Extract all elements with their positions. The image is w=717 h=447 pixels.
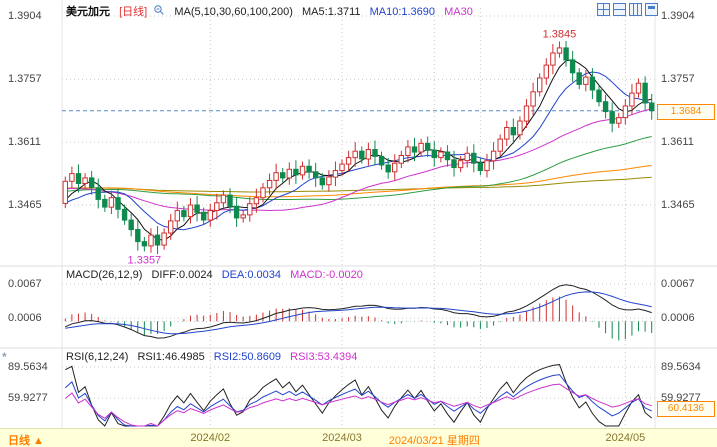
layout-toolbar: [597, 3, 658, 16]
rsi-axis-label: 59.9277: [8, 392, 48, 404]
period-selector[interactable]: 日线 ▲: [8, 435, 44, 447]
rsi1-value: RSI1:46.4985: [137, 351, 205, 363]
x-axis-tick: 2024/03: [322, 432, 362, 444]
x-axis-tick: 2024/02: [190, 432, 231, 444]
svg-text:1.3357: 1.3357: [128, 254, 162, 266]
price-axis-label: 1.3611: [8, 136, 41, 149]
price-axis-label: 1.3757: [8, 73, 42, 86]
macd-pane-header: MACD(26,12,9) DIFF:0.0024 DEA:0.0034 MAC…: [66, 269, 369, 282]
indicator-settings-icon[interactable]: *: [2, 350, 7, 364]
symbol-name: 美元加元: [66, 6, 110, 18]
price-axis-label: 1.3465: [661, 199, 695, 211]
chart-canvas[interactable]: 1.3845 1.3357: [0, 0, 717, 428]
rsi-axis-label: 89.5634: [661, 361, 701, 373]
macd-axis-label: 0.0067: [661, 278, 695, 290]
price-axis-label: 1.3904: [661, 10, 695, 22]
rsi-pane-header: RSI(6,12,24) RSI1:46.4985 RSI2:50.8609 R…: [66, 351, 363, 364]
x-axis-tick: 2024/05: [605, 432, 646, 444]
time-axis-bar: 日线 ▲ 2024/02 2024/03 2024/03/21 星期四 2024/05: [0, 428, 717, 447]
rsi-axis-label: 59.9277: [661, 392, 701, 404]
price-axis-label: 1.3904: [8, 10, 42, 22]
price-axis-label: 1.3757: [661, 73, 695, 86]
macd-params-label: MACD(26,12,9): [66, 269, 143, 281]
ma5-value: MA5:1.3711: [302, 6, 361, 18]
rsi3-value: RSI3:53.4394: [290, 351, 358, 363]
x-axis-tick: 2024/03/21 星期四: [388, 435, 480, 447]
svg-text:1.3845: 1.3845: [543, 28, 577, 40]
layout-columns-icon[interactable]: [629, 3, 642, 16]
rsi2-value: RSI2:50.8609: [213, 351, 282, 363]
macd-diff-value: DIFF:0.0024: [151, 269, 213, 281]
layout-grid4-icon[interactable]: [597, 3, 610, 16]
ma10-value: MA10:1.3690: [369, 6, 436, 18]
price-axis-label: 1.3465: [8, 199, 42, 211]
magnifier-icon[interactable]: [153, 4, 165, 20]
rsi-params-label: RSI(6,12,24): [66, 351, 129, 363]
ma-params-label: MA(5,10,30,60,100,200): [174, 6, 293, 18]
macd-axis-label: 0.0067: [8, 278, 42, 290]
ma30-value: MA30: [444, 6, 473, 18]
price-axis-label: 1.3611: [661, 136, 694, 149]
macd-axis-label: 0.0006: [661, 312, 695, 324]
rsi-crosshair-badge: 60.4136: [657, 401, 715, 418]
layout-single-icon[interactable]: [645, 3, 658, 16]
macd-dea-value: DEA:0.0034: [221, 269, 282, 281]
layout-split-horizontal-icon[interactable]: [613, 3, 626, 16]
macd-axis-label: 0.0006: [8, 312, 42, 324]
last-price-badge: 1.3684: [657, 103, 715, 120]
price-pane-header: 美元加元 [日线] MA(5,10,30,60,100,200) MA5:1.3…: [66, 4, 479, 20]
rsi-axis-label: 89.5634: [8, 361, 48, 373]
period-tag: [日线]: [119, 6, 148, 18]
macd-hist-value: MACD:-0.0020: [290, 269, 363, 281]
